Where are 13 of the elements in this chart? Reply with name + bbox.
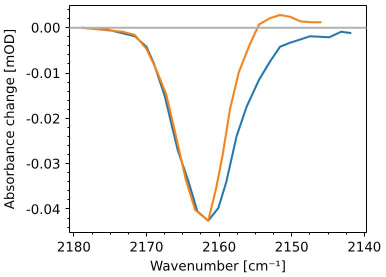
x-tick-label: 2140 (347, 240, 382, 256)
y-tick-label: 0.00 (30, 22, 61, 37)
line-series (80, 14, 322, 222)
x-tick-label: 2170 (130, 240, 164, 256)
x-tick-label: 2150 (274, 240, 309, 256)
y-axis-title: Absorbance change [mOD] (3, 28, 18, 210)
y-tick-label: -0.04 (26, 202, 61, 218)
y-tick-label: -0.02 (26, 112, 61, 128)
x-tick-label: 2160 (202, 240, 236, 256)
x-axis-title: Wavenumber [cm⁻¹] (150, 260, 286, 274)
y-tick-label: -0.03 (26, 158, 61, 173)
y-tick-label: -0.01 (26, 67, 61, 82)
x-tick-label: 2180 (56, 240, 91, 256)
